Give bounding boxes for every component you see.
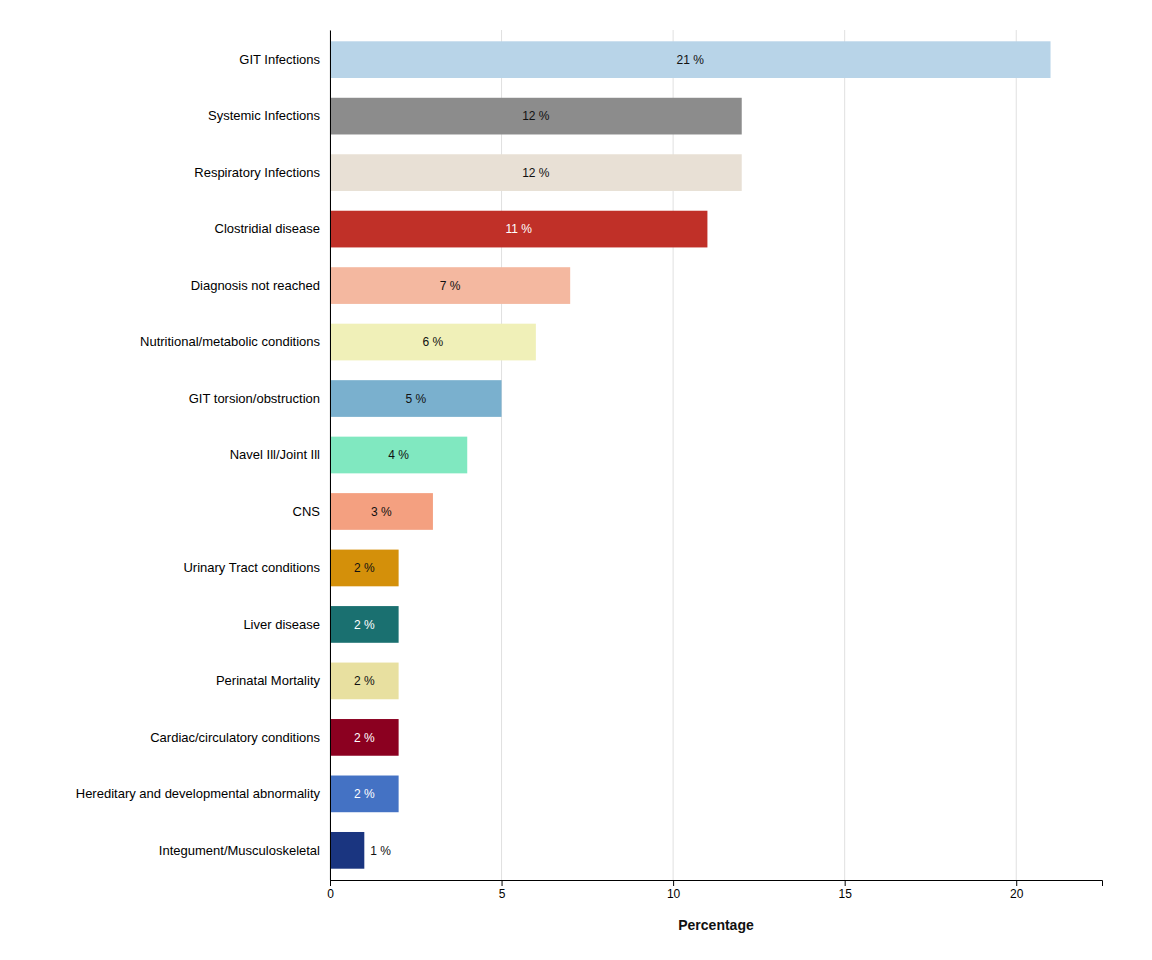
y-axis-line bbox=[330, 31, 331, 881]
grid-line bbox=[1016, 30, 1017, 880]
x-tick: 20 bbox=[1010, 880, 1024, 901]
data-label: 12 % bbox=[522, 109, 550, 123]
y-tick-label: Hereditary and developmental abnormality bbox=[76, 786, 321, 801]
x-tick-mark bbox=[673, 880, 674, 886]
y-tick: Integument/Musculoskeletal bbox=[159, 843, 330, 858]
data-label: 5 % bbox=[405, 392, 426, 406]
y-tick-label: Cardiac/circulatory conditions bbox=[150, 730, 320, 745]
x-tick-label: 15 bbox=[838, 887, 852, 901]
bar bbox=[330, 550, 399, 587]
y-tick: Systemic Infections bbox=[208, 108, 330, 123]
y-tick-label: CNS bbox=[293, 504, 321, 519]
data-label: 3 % bbox=[371, 505, 392, 519]
y-tick-label: Systemic Infections bbox=[208, 108, 320, 123]
y-tick: Respiratory Infections bbox=[194, 165, 330, 180]
data-label: 7 % bbox=[440, 279, 461, 293]
data-label: 2 % bbox=[354, 731, 375, 745]
grid-line bbox=[844, 30, 845, 880]
plot-area: 0 5 10 15 20 GIT Infections Systemic Infection… bbox=[76, 30, 1103, 901]
y-tick-label: Diagnosis not reached bbox=[191, 278, 320, 293]
x-tick-label: 20 bbox=[1010, 887, 1024, 901]
data-label: 6 % bbox=[423, 335, 444, 349]
data-label: 2 % bbox=[354, 787, 375, 801]
y-tick: Perinatal Mortality bbox=[216, 673, 330, 688]
chart-container: 0 5 10 15 20 GIT Infections Systemic Infection… bbox=[0, 0, 1152, 960]
y-tick-label: GIT torsion/obstruction bbox=[189, 391, 320, 406]
y-tick: Cardiac/circulatory conditions bbox=[150, 730, 330, 745]
data-label: 21 % bbox=[677, 53, 705, 67]
y-tick-label: Clostridial disease bbox=[215, 221, 321, 236]
x-tick-mark bbox=[330, 880, 331, 886]
y-tick: Nutritional/metabolic conditions bbox=[140, 334, 330, 349]
x-axis-line bbox=[331, 881, 1103, 887]
data-label: 2 % bbox=[354, 618, 375, 632]
y-tick-label: Liver disease bbox=[243, 617, 320, 632]
x-axis-title: Percentage bbox=[678, 917, 754, 933]
bar bbox=[330, 41, 1051, 78]
data-label: 4 % bbox=[388, 448, 409, 462]
bar bbox=[330, 267, 570, 304]
bar bbox=[330, 776, 399, 813]
chart-svg: 0 5 10 15 20 GIT Infections Systemic Infection… bbox=[0, 0, 1152, 960]
y-tick-label: GIT Infections bbox=[239, 52, 320, 67]
y-tick: Liver disease bbox=[243, 617, 330, 632]
data-label: 12 % bbox=[522, 166, 550, 180]
bar bbox=[330, 211, 707, 248]
x-tick: 5 bbox=[499, 880, 506, 901]
y-tick: Urinary Tract conditions bbox=[183, 560, 330, 575]
y-tick-label: Perinatal Mortality bbox=[216, 673, 321, 688]
y-tick-label: Navel Ill/Joint Ill bbox=[230, 447, 320, 462]
x-tick: 0 bbox=[327, 880, 334, 901]
bar bbox=[330, 606, 399, 643]
x-tick-label: 10 bbox=[667, 887, 681, 901]
x-tick: 15 bbox=[838, 880, 852, 901]
data-label: 11 % bbox=[505, 222, 532, 236]
bar bbox=[330, 832, 364, 869]
y-axis: GIT Infections Systemic Infections Respira… bbox=[76, 31, 331, 881]
y-tick-label: Nutritional/metabolic conditions bbox=[140, 334, 320, 349]
y-tick: GIT torsion/obstruction bbox=[189, 391, 330, 406]
data-label: 2 % bbox=[354, 561, 375, 575]
bar bbox=[330, 493, 433, 530]
x-tick: 10 bbox=[667, 880, 681, 901]
x-tick-mark bbox=[502, 880, 503, 886]
y-tick: Navel Ill/Joint Ill bbox=[230, 447, 330, 462]
x-tick-mark bbox=[845, 880, 846, 886]
y-tick-label: Urinary Tract conditions bbox=[183, 560, 320, 575]
y-tick: CNS bbox=[293, 504, 330, 519]
bar bbox=[330, 380, 502, 417]
y-tick: Clostridial disease bbox=[215, 221, 331, 236]
x-tick-mark bbox=[1016, 880, 1017, 886]
y-tick: Hereditary and developmental abnormality bbox=[76, 786, 330, 801]
data-labels: 21 % 12 % 12 % 11 % 7 % 6 % 5 % 4 % 3 % 2 % 2 % 2 %… bbox=[354, 53, 704, 858]
bar bbox=[330, 154, 742, 191]
x-tick-label: 5 bbox=[499, 887, 506, 901]
x-axis: 0 5 10 15 20 bbox=[327, 880, 1102, 901]
y-tick: Diagnosis not reached bbox=[191, 278, 330, 293]
data-label: 1 % bbox=[370, 844, 391, 858]
bar bbox=[330, 324, 536, 361]
x-tick-label: 0 bbox=[327, 887, 334, 901]
data-label: 2 % bbox=[354, 674, 375, 688]
grid-line bbox=[330, 30, 331, 880]
y-tick-label: Integument/Musculoskeletal bbox=[159, 843, 320, 858]
y-tick-label: Respiratory Infections bbox=[194, 165, 320, 180]
grid bbox=[330, 30, 1016, 880]
bar bbox=[330, 98, 742, 135]
bar bbox=[330, 437, 467, 474]
bar bbox=[330, 719, 399, 756]
bar bbox=[330, 663, 399, 700]
y-tick: GIT Infections bbox=[239, 52, 330, 67]
bars bbox=[330, 41, 1051, 868]
